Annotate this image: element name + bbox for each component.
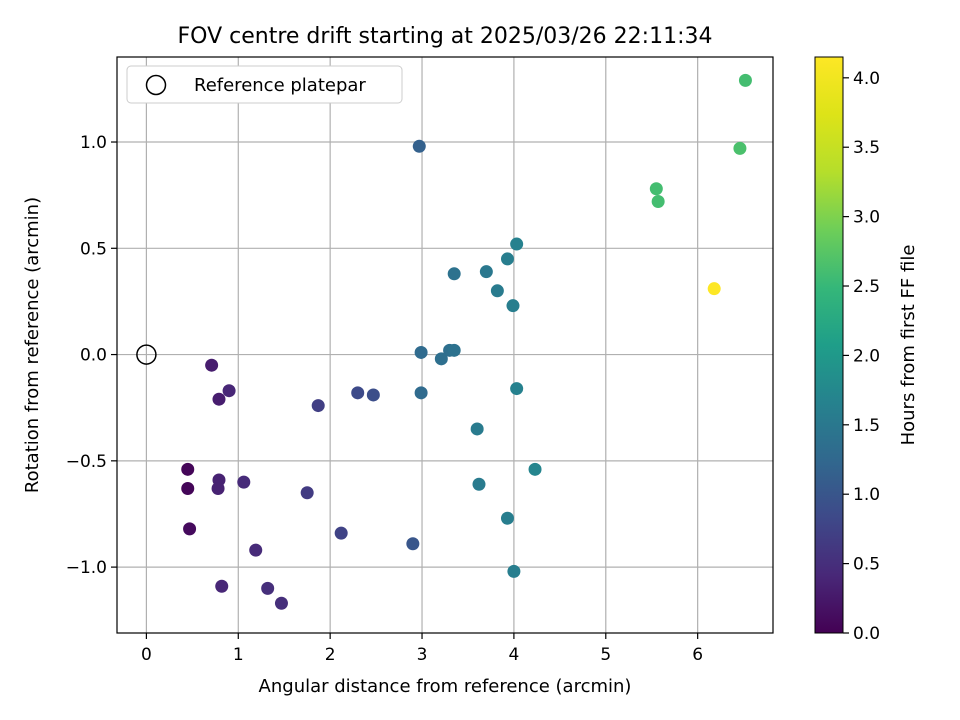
data-point xyxy=(447,267,461,281)
plot-frame xyxy=(116,56,774,634)
data-point xyxy=(414,345,428,359)
colorbar-tick-label: 1.5 xyxy=(853,416,880,436)
data-point xyxy=(334,526,348,540)
y-tick-label: 0.5 xyxy=(80,239,107,259)
data-point xyxy=(414,386,428,400)
data-point xyxy=(412,139,426,153)
x-tick-label: 0 xyxy=(141,645,152,665)
x-tick-label: 6 xyxy=(692,645,703,665)
data-point xyxy=(479,265,493,279)
y-tick-label: −1.0 xyxy=(66,558,107,578)
legend-reference-marker xyxy=(145,74,167,96)
data-point xyxy=(205,358,219,372)
data-point xyxy=(528,462,542,476)
x-tick-label: 1 xyxy=(233,645,244,665)
data-point xyxy=(651,195,665,209)
x-tick-label: 2 xyxy=(325,645,336,665)
data-point xyxy=(510,237,524,251)
data-point xyxy=(490,284,504,298)
colorbar-tick-label: 2.5 xyxy=(853,277,880,297)
y-tick-label: 1.0 xyxy=(80,133,107,153)
x-axis-label: Angular distance from reference (arcmin) xyxy=(259,676,632,697)
colorbar-tick-label: 0.5 xyxy=(853,555,880,575)
x-tick-label: 3 xyxy=(417,645,428,665)
legend-label: Reference platepar xyxy=(194,75,366,96)
data-point xyxy=(249,543,263,557)
data-point xyxy=(707,282,721,296)
data-point xyxy=(211,481,225,495)
colorbar-tick-label: 1.0 xyxy=(853,485,880,505)
colorbar-gradient xyxy=(814,56,844,634)
x-tick-label: 4 xyxy=(508,645,519,665)
x-axis-ticks: 0 1 2 3 4 5 6 xyxy=(141,633,703,665)
colorbar-tick-label: 0.0 xyxy=(853,624,880,644)
data-point xyxy=(406,537,420,551)
data-point xyxy=(181,462,195,476)
data-point xyxy=(447,343,461,357)
data-point xyxy=(500,252,514,266)
colorbar-label: Hours from first FF file xyxy=(898,245,919,446)
reference-platepar-marker xyxy=(136,344,157,365)
data-point xyxy=(506,299,520,313)
colorbar-tick-label: 2.0 xyxy=(853,346,880,366)
data-point xyxy=(649,182,663,196)
colorbar: 0.0 0.5 1.0 1.5 2.0 2.5 3.0 3.5 4.0 Hours from f… xyxy=(814,56,919,644)
data-point xyxy=(274,596,288,610)
data-point xyxy=(434,352,448,366)
y-tick-label: −0.5 xyxy=(66,452,107,472)
x-tick-label: 5 xyxy=(600,645,611,665)
y-axis-label: Rotation from reference (arcmin) xyxy=(22,197,43,493)
y-axis-ticks: −1.0 −0.5 0.0 0.5 1.0 xyxy=(66,133,117,578)
data-point xyxy=(510,382,524,396)
data-point xyxy=(500,511,514,525)
data-point xyxy=(733,141,747,155)
reference-marker-layer xyxy=(136,344,157,365)
data-point xyxy=(311,399,325,413)
y-tick-label: 0.0 xyxy=(80,346,107,366)
data-point xyxy=(472,477,486,491)
colorbar-tick-label: 4.0 xyxy=(853,69,880,89)
data-point xyxy=(300,486,314,500)
data-point xyxy=(366,388,380,402)
data-point xyxy=(351,386,365,400)
data-point xyxy=(183,522,197,536)
chart-title: FOV centre drift starting at 2025/03/26 … xyxy=(178,24,713,49)
data-point xyxy=(212,392,226,406)
data-point xyxy=(215,579,229,593)
colorbar-tick-label: 3.0 xyxy=(853,208,880,228)
data-point xyxy=(738,73,752,87)
data-point xyxy=(222,384,236,398)
colorbar-ticks: 0.0 0.5 1.0 1.5 2.0 2.5 3.0 3.5 4.0 xyxy=(843,69,880,644)
data-point xyxy=(507,564,521,578)
legend-box xyxy=(126,65,403,104)
data-point xyxy=(237,475,251,489)
grid-lines xyxy=(117,57,773,633)
data-point xyxy=(261,581,275,595)
data-point xyxy=(470,422,484,436)
data-point xyxy=(181,481,195,495)
colorbar-tick-label: 3.5 xyxy=(853,138,880,158)
data-points xyxy=(181,73,752,610)
legend: Reference platepar xyxy=(126,65,403,104)
